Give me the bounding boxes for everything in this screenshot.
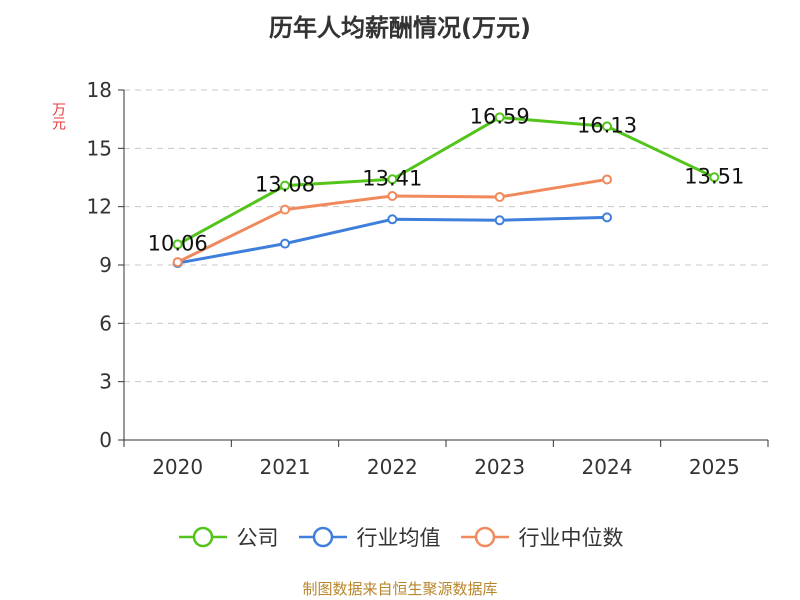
data-point [602,121,612,132]
data-point [709,172,720,183]
y-tick-label: 12 [87,195,112,219]
y-tick-label: 6 [99,311,112,335]
data-point [172,239,183,250]
y-tick-label: 0 [99,428,112,452]
data-point [494,191,505,202]
x-tick-label: 2024 [582,455,633,479]
x-tick-label: 2025 [689,455,740,479]
axes: 0 3 6 9 12 15 18 2020 2021 2022 2023 2024 2025 [87,78,769,479]
source-note: 制图数据来自恒生聚源数据库 [302,580,498,598]
y-tick-label: 9 [99,253,112,277]
data-point [494,112,505,123]
x-tick-label: 2022 [367,455,418,479]
y-tick-label: 18 [87,78,112,102]
legend-item-company[interactable]: 公司 [177,522,279,552]
circle-line-icon [177,525,229,549]
y-axis-unit-label: 万元 [50,102,66,130]
series-line [176,115,715,246]
x-tick-label: 2020 [152,455,203,479]
legend-item-industry-mean[interactable]: 行业均值 [297,522,441,552]
data-label: 16.59 [470,104,530,128]
circle-line-icon [297,525,349,549]
data-point [387,214,398,225]
data-point [494,215,505,226]
circle-line-icon [459,525,511,549]
series-lines [172,112,720,269]
y-tick-label: 15 [87,136,112,160]
x-tick-label: 2021 [260,455,311,479]
data-label: 13.41 [362,166,422,190]
legend-label-company: 公司 [236,526,279,550]
data-point [387,190,398,201]
data-label: 10.06 [148,231,208,255]
legend-item-industry-median[interactable]: 行业中位数 [459,522,624,552]
legend-label-industry-median: 行业中位数 [518,526,624,550]
data-point [280,180,290,191]
data-labels: 10.06 13.08 13.41 16.59 16.13 13.51 [148,104,745,255]
data-point [172,257,183,268]
data-point [602,212,612,223]
data-point [602,174,612,185]
data-label: 13.51 [684,164,744,188]
y-tick-label: 3 [99,370,112,394]
data-label: 13.08 [255,173,315,197]
legend: 公司 行业均值 行业中位数 [0,520,800,554]
data-point [280,204,290,215]
grid-lines [124,89,768,383]
data-label: 16.13 [577,113,637,137]
legend-label-industry-mean: 行业均值 [356,526,441,550]
data-point [387,174,398,185]
x-tick-label: 2023 [474,455,525,479]
data-point [280,238,290,249]
chart-title: 历年人均薪酬情况(万元) [269,14,531,42]
